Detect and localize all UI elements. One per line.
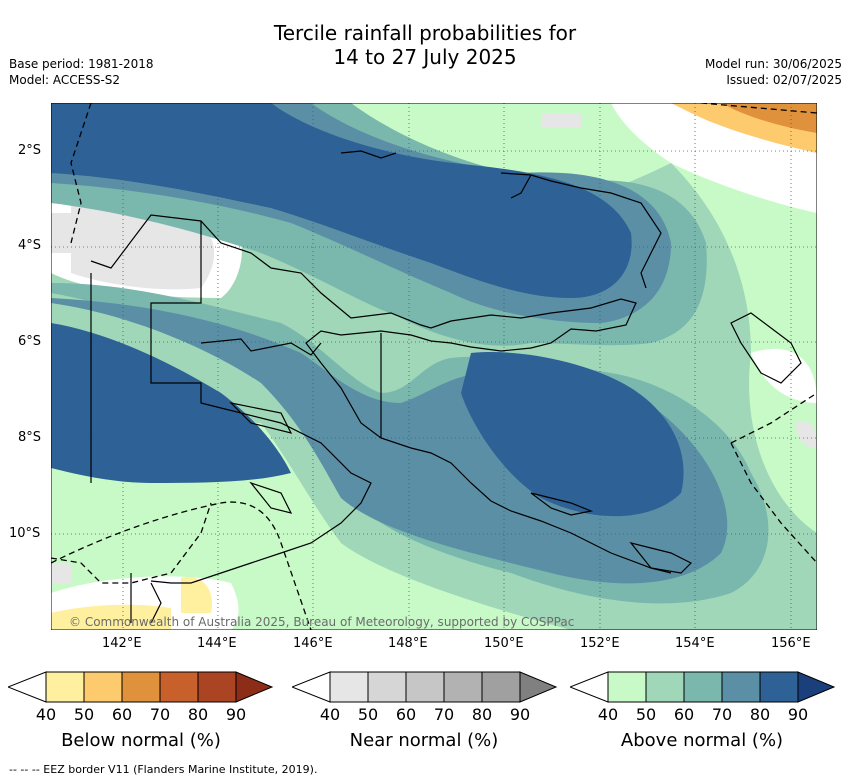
near-normal-east bbox=[796, 421, 817, 448]
colorbar-near-tick: 80 bbox=[471, 705, 493, 724]
colorbar-below-tick: 60 bbox=[111, 705, 133, 724]
colorbar-above-tick: 90 bbox=[787, 705, 809, 724]
colorbar-below-extend-high bbox=[235, 671, 274, 703]
colorbar-below-tick: 50 bbox=[73, 705, 95, 724]
colorbar-below-tick: 40 bbox=[35, 705, 57, 724]
colorbar-below-swatch bbox=[46, 672, 84, 702]
colorbar-above-tick: 40 bbox=[597, 705, 619, 724]
lon-label-150e: 150°E bbox=[484, 636, 524, 651]
colorbar-above-tick: 60 bbox=[673, 705, 695, 724]
colorbar-below-swatch bbox=[160, 672, 198, 702]
colorbar-near-swatch bbox=[406, 672, 444, 702]
colorbar-below-swatch bbox=[84, 672, 122, 702]
colorbar-near-swatch bbox=[482, 672, 520, 702]
above-80-southwest bbox=[51, 323, 291, 483]
colorbar-near-swatch bbox=[330, 672, 368, 702]
map-title-line1: Tercile rainfall probabilities for bbox=[273, 21, 577, 45]
base-period: Base period: 1981-2018 bbox=[9, 57, 154, 71]
colorbar-near-extend-low bbox=[292, 671, 331, 703]
colorbar-above-normal bbox=[570, 671, 836, 703]
colorbar-above-swatch bbox=[646, 672, 684, 702]
colorbar-near-tick: 90 bbox=[509, 705, 531, 724]
colorbar-above-extend-high bbox=[797, 671, 836, 703]
below-40-region bbox=[51, 604, 171, 630]
colorbar-near-extend-high bbox=[519, 671, 558, 703]
near-normal-north bbox=[541, 113, 581, 128]
colorbar-above-title: Above normal (%) bbox=[620, 730, 784, 751]
colorbar-near-tick: 70 bbox=[433, 705, 455, 724]
above-80-north bbox=[51, 103, 632, 298]
lon-label-156e: 156°E bbox=[771, 636, 811, 651]
eez-borders bbox=[51, 103, 817, 630]
lat-label-8s: 8°S bbox=[18, 430, 42, 445]
lon-label-152e: 152°E bbox=[580, 636, 620, 651]
lon-label-142e: 142°E bbox=[102, 636, 142, 651]
colorbar-below-tick: 80 bbox=[187, 705, 209, 724]
issued-date: Issued: 02/07/2025 bbox=[726, 73, 842, 87]
lat-label-10s: 10°S bbox=[9, 526, 41, 541]
colorbar-near-swatch bbox=[444, 672, 482, 702]
colorbar-above-tick: 80 bbox=[749, 705, 771, 724]
coastlines bbox=[90, 150, 802, 624]
lon-label-146e: 146°E bbox=[293, 636, 333, 651]
above-80-southeast bbox=[461, 352, 684, 517]
colorbar-above-extend-low bbox=[570, 671, 609, 703]
colorbar-above-tick: 50 bbox=[635, 705, 657, 724]
colorbar-near-normal bbox=[292, 671, 558, 703]
model-name: Model: ACCESS-S2 bbox=[9, 73, 121, 87]
colorbar-below-tick: 90 bbox=[225, 705, 247, 724]
rainfall-probability-map: © Commonwealth of Australia 2025, Bureau… bbox=[51, 103, 817, 630]
lon-label-154e: 154°E bbox=[675, 636, 715, 651]
lon-label-144e: 144°E bbox=[197, 636, 237, 651]
colorbar-near-swatch bbox=[368, 672, 406, 702]
near-normal-west bbox=[71, 188, 215, 290]
model-run-date: Model run: 30/06/2025 bbox=[704, 57, 842, 71]
near-normal-box-c bbox=[51, 563, 71, 583]
eez-legend-note: -- -- -- EEZ border V11 (Flanders Marine… bbox=[9, 763, 318, 776]
colorbar-below-extend-low bbox=[8, 671, 47, 703]
colorbar-below-swatch bbox=[198, 672, 236, 702]
colorbar-below-tick: 70 bbox=[149, 705, 171, 724]
below-40-small bbox=[181, 577, 212, 613]
lat-label-4s: 4°S bbox=[18, 238, 42, 253]
colorbar-above-swatch bbox=[760, 672, 798, 702]
lat-label-2s: 2°S bbox=[18, 143, 42, 158]
colorbar-below-normal bbox=[8, 671, 274, 703]
colorbar-near-tick: 50 bbox=[357, 705, 379, 724]
map-title-line2: 14 to 27 July 2025 bbox=[333, 45, 517, 69]
colorbar-near-tick: 60 bbox=[395, 705, 417, 724]
copyright-notice: © Commonwealth of Australia 2025, Bureau… bbox=[69, 615, 574, 629]
colorbar-above-tick: 70 bbox=[711, 705, 733, 724]
colorbar-above-swatch bbox=[608, 672, 646, 702]
colorbar-near-tick: 40 bbox=[319, 705, 341, 724]
colorbar-above-swatch bbox=[684, 672, 722, 702]
colorbar-above-swatch bbox=[722, 672, 760, 702]
colorbar-near-title: Near normal (%) bbox=[349, 730, 499, 751]
lat-label-6s: 6°S bbox=[18, 334, 42, 349]
near-normal-edge bbox=[51, 213, 71, 253]
colorbar-below-title: Below normal (%) bbox=[61, 730, 221, 751]
colorbar-below-swatch bbox=[122, 672, 160, 702]
lon-label-148e: 148°E bbox=[388, 636, 428, 651]
